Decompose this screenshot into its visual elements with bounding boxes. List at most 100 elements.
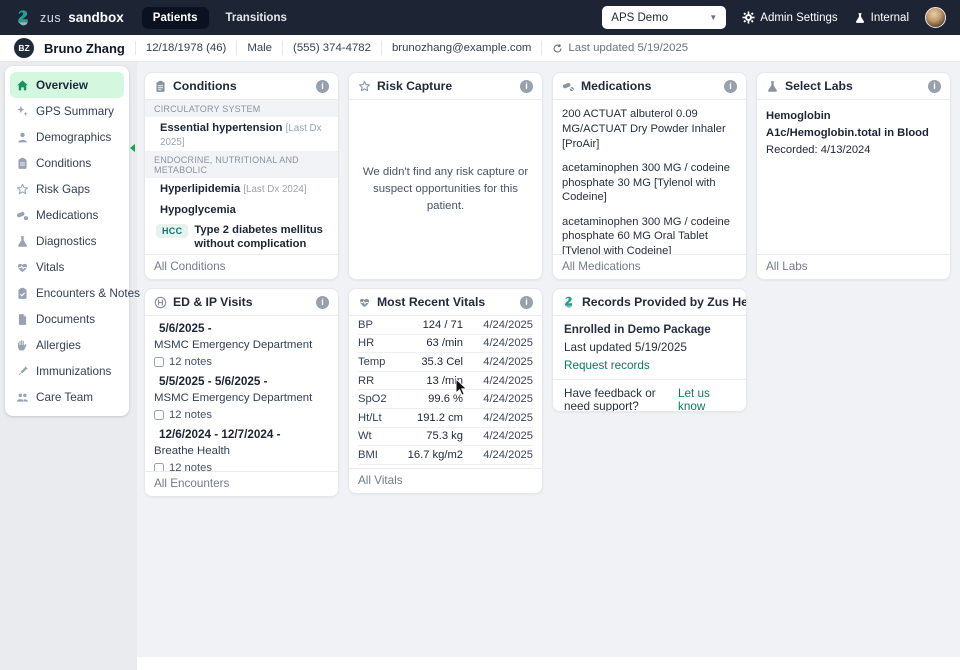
all-vitals-link[interactable]: All Vitals bbox=[349, 468, 542, 493]
zus-records-body: Enrolled in Demo Package Last updated 5/… bbox=[553, 316, 746, 411]
ed-ip-card-header: ED & IP Visits i bbox=[145, 289, 338, 316]
condition-item-hcc[interactable]: HCC Type 2 diabetes mellitus without com… bbox=[145, 219, 338, 254]
admin-settings-label: Admin Settings bbox=[760, 11, 838, 24]
info-icon[interactable]: i bbox=[520, 295, 533, 309]
all-labs-link[interactable]: All Labs bbox=[757, 254, 950, 279]
user-avatar[interactable] bbox=[925, 7, 946, 28]
divider bbox=[282, 41, 284, 55]
condition-section-header: ENDOCRINE, NUTRITIONAL AND METABOLIC bbox=[145, 151, 338, 179]
sidebar-item-vitals[interactable]: Vitals bbox=[10, 254, 124, 280]
lab-item[interactable]: Hemoglobin A1c/Hemoglobin.total in Blood… bbox=[766, 110, 929, 156]
condition-section-header: CIRCULATORY SYSTEM bbox=[145, 100, 338, 117]
heart-pulse-icon bbox=[359, 298, 370, 307]
document-icon bbox=[18, 313, 27, 325]
conditions-list: CIRCULATORY SYSTEM Essential hypertensio… bbox=[145, 100, 338, 254]
vital-row: BP 124 / 71 4/24/2025 bbox=[358, 316, 533, 335]
medications-title: Medications bbox=[581, 79, 652, 93]
visit-notes-link[interactable]: 12 notes bbox=[154, 356, 329, 368]
last-updated: Last updated 5/19/2025 bbox=[552, 42, 688, 54]
divider bbox=[541, 41, 543, 55]
pill-icon bbox=[562, 82, 574, 91]
sidebar-item-immunizations[interactable]: Immunizations bbox=[10, 358, 124, 384]
medication-item[interactable]: acetaminophen 300 MG / codeine phosphate… bbox=[562, 215, 730, 254]
sidebar-item-risk-gaps[interactable]: Risk Gaps bbox=[10, 176, 124, 202]
visit-entry[interactable]: 5/6/2025 - MSMC Emergency Department 12 … bbox=[145, 316, 338, 369]
let-us-know-link[interactable]: Let us know bbox=[678, 387, 710, 411]
star-icon bbox=[16, 183, 29, 194]
sidebar-item-documents[interactable]: Documents bbox=[10, 306, 124, 332]
labs-list: Hemoglobin A1c/Hemoglobin.total in Blood… bbox=[757, 100, 950, 254]
note-icon bbox=[154, 357, 164, 367]
vital-row: SpO2 99.6 % 4/24/2025 bbox=[358, 390, 533, 409]
pill-icon bbox=[16, 211, 28, 220]
flask-icon bbox=[768, 80, 777, 92]
info-icon[interactable]: i bbox=[316, 295, 329, 309]
info-icon[interactable]: i bbox=[724, 79, 737, 93]
hcc-badge: HCC bbox=[156, 223, 189, 238]
internal-label: Internal bbox=[870, 11, 909, 24]
sidebar-item-conditions[interactable]: Conditions bbox=[10, 150, 124, 176]
org-select[interactable]: APS Demo ▼ bbox=[602, 6, 727, 29]
sidebar-item-encounters-notes[interactable]: Encounters & Notes bbox=[10, 280, 140, 306]
medication-item[interactable]: 200 ACTUAT albuterol 0.09 MG/ACTUAT Dry … bbox=[562, 108, 726, 150]
info-icon[interactable]: i bbox=[520, 79, 533, 93]
ed-ip-title: ED & IP Visits bbox=[173, 295, 253, 309]
chevron-down-icon: ▼ bbox=[709, 13, 718, 22]
feedback-text: Have feedback or need support? bbox=[564, 387, 656, 411]
info-icon[interactable]: i bbox=[316, 79, 329, 93]
admin-settings-button[interactable]: Admin Settings bbox=[742, 11, 838, 24]
visit-entry[interactable]: 12/6/2024 - 12/7/2024 - Breathe Health 1… bbox=[145, 422, 338, 471]
flask-icon bbox=[18, 235, 27, 247]
visit-entry[interactable]: 5/5/2025 - 5/6/2025 - MSMC Emergency Dep… bbox=[145, 369, 338, 422]
gear-icon bbox=[742, 11, 755, 24]
note-icon bbox=[154, 463, 164, 471]
main-canvas: Conditions i CIRCULATORY SYSTEM Essentia… bbox=[137, 62, 960, 657]
sidebar-item-medications[interactable]: Medications bbox=[10, 202, 124, 228]
enrolled-text: Enrolled in Demo Package bbox=[564, 323, 711, 336]
condition-item[interactable]: Hyperlipidemia [Last Dx 2024] bbox=[160, 183, 307, 196]
all-encounters-link[interactable]: All Encounters bbox=[145, 471, 338, 496]
dashboard-cards: Conditions i CIRCULATORY SYSTEM Essentia… bbox=[144, 72, 951, 505]
hand-icon bbox=[17, 339, 27, 351]
sidebar-item-diagnostics[interactable]: Diagnostics bbox=[10, 228, 124, 254]
select-labs-title: Select Labs bbox=[785, 79, 853, 93]
risk-capture-card-header: Risk Capture i bbox=[349, 73, 542, 100]
last-updated-text: Last updated 5/19/2025 bbox=[568, 42, 689, 54]
refresh-icon[interactable] bbox=[552, 43, 563, 54]
sidebar-item-gps-summary[interactable]: GPS Summary bbox=[10, 98, 124, 124]
info-icon[interactable]: i bbox=[928, 79, 941, 93]
sidebar-item-care-team[interactable]: Care Team bbox=[10, 384, 124, 410]
condition-item[interactable]: Essential hypertension [Last Dx 2025] bbox=[160, 122, 322, 149]
vitals-table: BP 124 / 71 4/24/2025 HR 63 /min 4/24/20… bbox=[349, 316, 542, 468]
internal-button[interactable]: Internal bbox=[854, 12, 909, 24]
person-icon bbox=[18, 132, 27, 142]
cards-row-1: Conditions i CIRCULATORY SYSTEM Essentia… bbox=[144, 72, 951, 280]
heart-pulse-icon bbox=[17, 263, 28, 272]
vital-row: Ht/Lt 191.2 cm 4/24/2025 bbox=[358, 409, 533, 428]
ed-ip-visits-card: ED & IP Visits i 5/6/2025 - MSMC Emergen… bbox=[144, 288, 339, 497]
tab-transitions[interactable]: Transitions bbox=[225, 11, 287, 24]
sidebar-item-overview[interactable]: Overview bbox=[10, 72, 124, 98]
records-last-updated: Last updated 5/19/2025 bbox=[564, 341, 687, 354]
patient-phone: (555) 374-4782 bbox=[293, 42, 371, 54]
risk-capture-empty-message: We didn't find any risk capture or suspe… bbox=[362, 165, 529, 213]
request-records-link[interactable]: Request records bbox=[564, 359, 650, 372]
zus-records-card-header: Records Provided by Zus Health bbox=[553, 289, 746, 316]
sidebar-collapse-toggle[interactable] bbox=[130, 144, 135, 152]
all-medications-link[interactable]: All Medications bbox=[553, 254, 746, 279]
sidebar-item-demographics[interactable]: Demographics bbox=[10, 124, 124, 150]
tab-patients[interactable]: Patients bbox=[141, 6, 209, 29]
visit-notes-link[interactable]: 12 notes bbox=[154, 462, 329, 471]
org-select-value: APS Demo bbox=[611, 11, 669, 24]
divider bbox=[553, 379, 746, 380]
condition-item[interactable]: Hypoglycemia bbox=[160, 203, 236, 216]
medication-item[interactable]: acetaminophen 300 MG / codeine phosphate… bbox=[562, 161, 730, 204]
vital-row: Wt 75.3 kg 4/24/2025 bbox=[358, 428, 533, 447]
visit-notes-link[interactable]: 12 notes bbox=[154, 409, 329, 421]
vitals-card: Most Recent Vitals i BP 124 / 71 4/24/20… bbox=[348, 288, 543, 494]
syringe-icon bbox=[18, 365, 28, 375]
sidebar-item-allergies[interactable]: Allergies bbox=[10, 332, 124, 358]
all-conditions-link[interactable]: All Conditions bbox=[145, 254, 338, 279]
divider bbox=[236, 41, 238, 55]
clipboard-check-icon bbox=[18, 287, 27, 299]
